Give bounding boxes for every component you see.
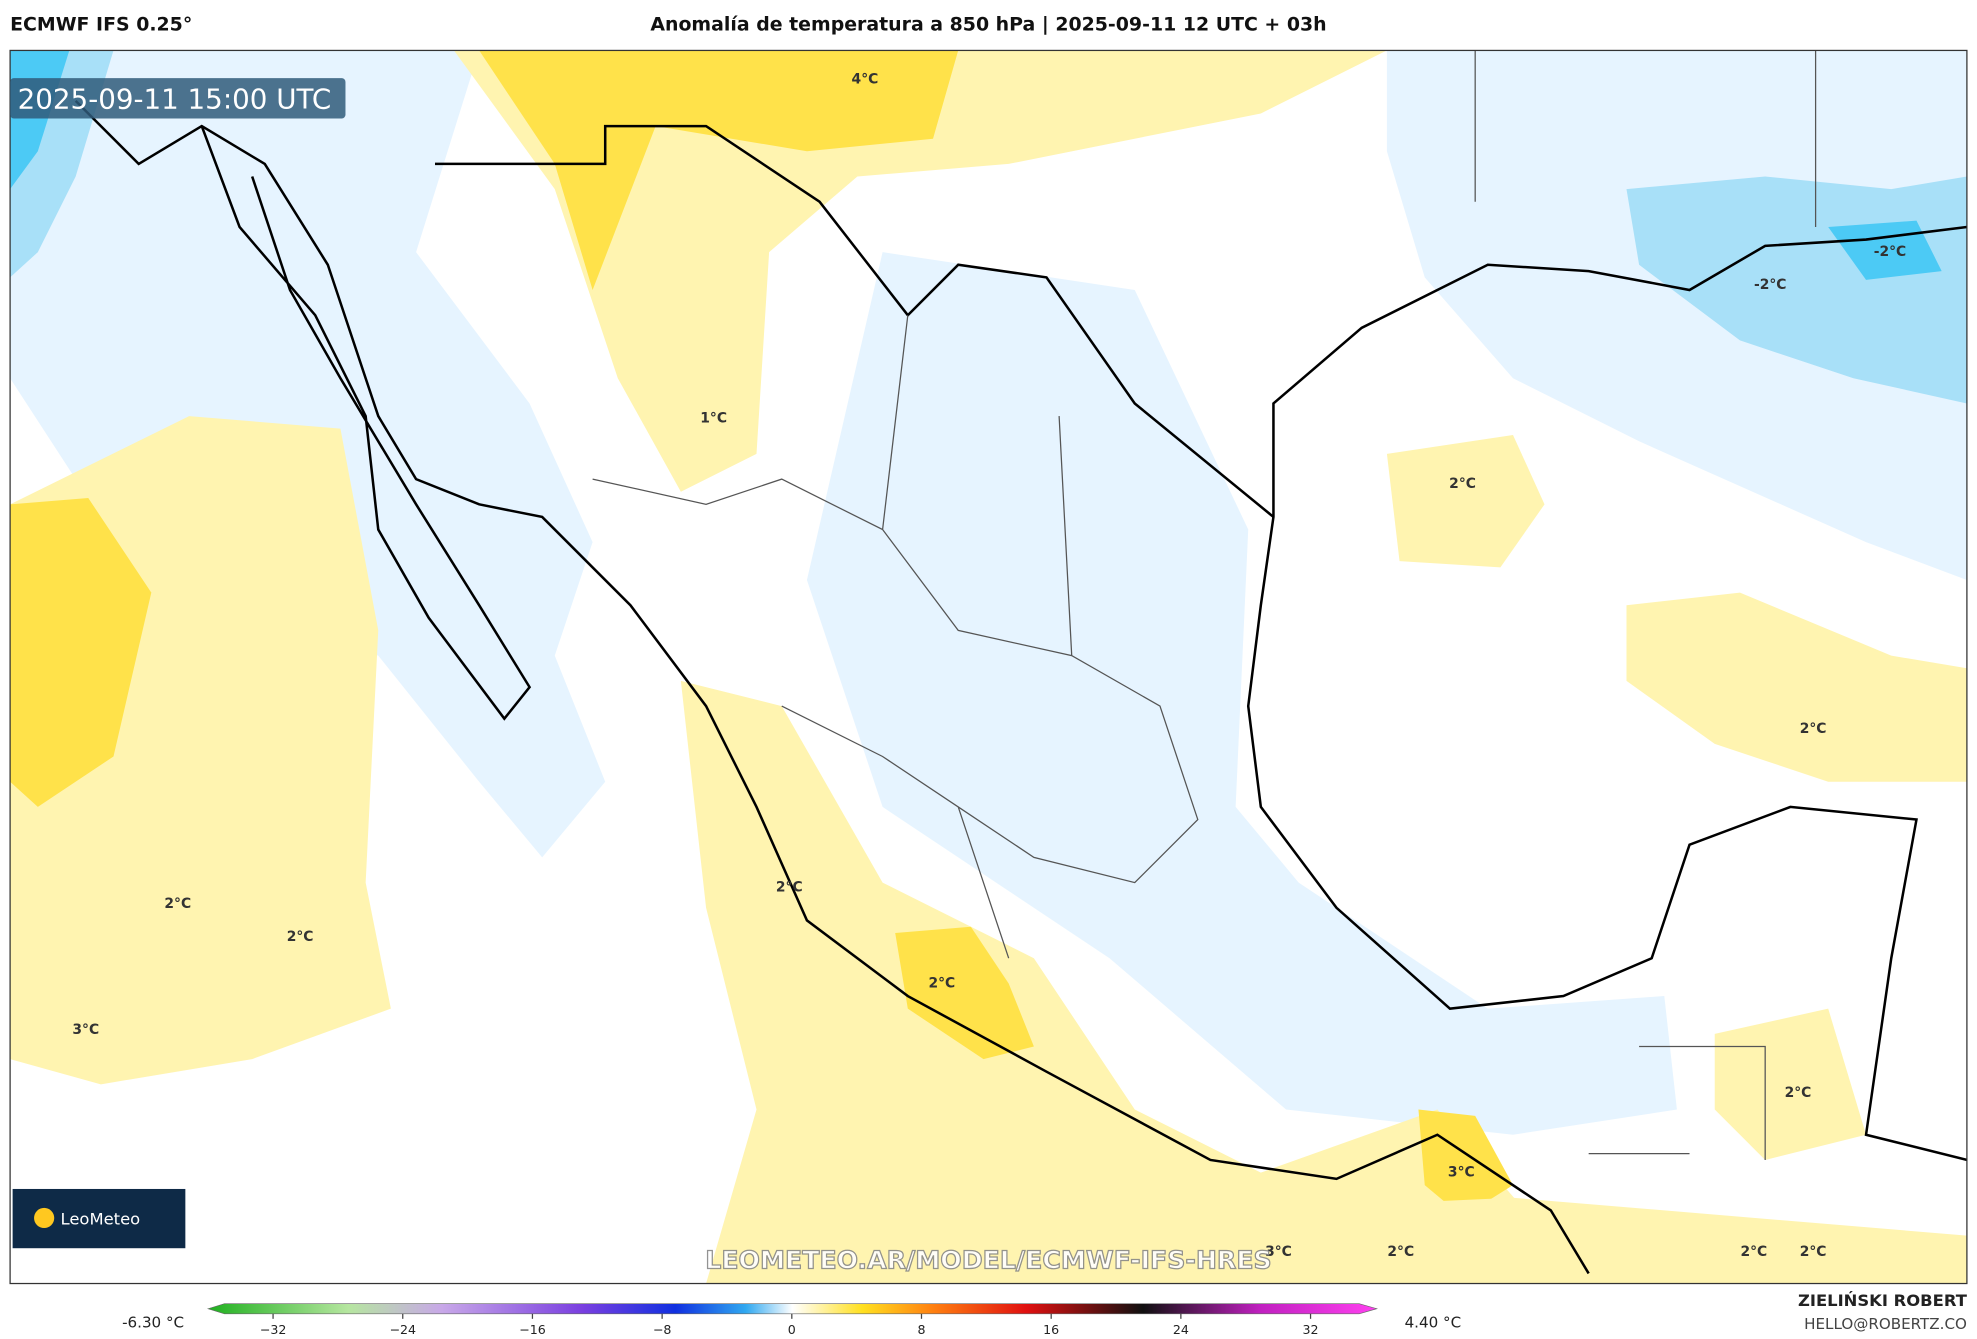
colorbar-tick-label: 16	[1043, 1322, 1059, 1337]
colorbar-bar	[206, 1303, 1378, 1315]
colorbar: -6.30 °C 4.40 °C −32 −24 −16 −8 0 8 16 24 32	[122, 1303, 1462, 1337]
watermark: LEOMETEO.AR/MODEL/ECMWF-IFS-HRES	[705, 1245, 1271, 1274]
map-frame	[9, 49, 1968, 1285]
contour-label: 1°C	[700, 411, 727, 427]
timestamp: 2025-09-11 15:00 UTC	[18, 82, 332, 115]
contour-label: 2°C	[1387, 1244, 1414, 1260]
warm-area	[1418, 1109, 1514, 1217]
warm-area	[680, 680, 1589, 1284]
warm-area	[895, 926, 1034, 1060]
colorbar-tick-label: 32	[1303, 1322, 1319, 1337]
coastline	[74, 99, 1590, 1275]
warm-area	[10, 498, 152, 807]
state-border	[592, 50, 1817, 1160]
contour-label: 4°C	[852, 71, 879, 87]
warm-area	[453, 50, 1387, 492]
contour-label: -2°C	[1874, 244, 1907, 260]
colorbar-tick-label: −8	[653, 1322, 672, 1337]
contour-label: 2°C	[928, 975, 955, 991]
contour-labels: 4°C 1°C 2°C -2°C -2°C 2°C 2°C 2°C 3°C 2°C 2°C 2°C 3°…	[72, 71, 1906, 1260]
contour-label: 2°C	[164, 896, 191, 912]
coastline	[1246, 225, 1967, 1162]
colorbar-max: 4.40 °C	[1405, 1314, 1462, 1332]
colorbar-tick-label: 24	[1173, 1322, 1189, 1337]
contour-label: -2°C	[1754, 277, 1787, 293]
warm-area	[1626, 592, 1967, 782]
contour-label: 2°C	[287, 929, 314, 945]
logo-sun	[34, 1207, 55, 1229]
colorbar-tick-label: −24	[389, 1322, 416, 1337]
credit-email: HELLO@ROBERTZ.CO	[1804, 1315, 1967, 1333]
colorbar-tick-label: 8	[917, 1322, 925, 1337]
colorbar-tick-label: −16	[519, 1322, 546, 1337]
border	[434, 124, 1275, 518]
contour-label: 2°C	[1800, 1244, 1827, 1260]
contour-label: 2°C	[1800, 721, 1827, 737]
logo: LeoMeteo	[61, 1209, 141, 1228]
contour-label: 2°C	[776, 880, 803, 896]
title: Anomalía de temperatura a 850 hPa | 2025…	[650, 13, 1326, 35]
contour-label: 3°C	[1265, 1244, 1292, 1260]
cool-area	[806, 252, 1677, 1135]
timestamp-box	[10, 78, 346, 119]
contour-label: 2°C	[1740, 1244, 1767, 1260]
colorbar-min: -6.30 °C	[122, 1314, 184, 1332]
contour-label: 3°C	[1448, 1165, 1475, 1181]
warm-area	[1386, 434, 1545, 568]
contour-label: 3°C	[72, 1022, 99, 1038]
contour-label: 2°C	[1785, 1085, 1812, 1101]
colorbar-tick-label: 0	[788, 1322, 796, 1337]
warm-area	[479, 50, 959, 290]
contour-label: 2°C	[1449, 476, 1476, 492]
model-name: ECMWF IFS 0.25°	[10, 13, 192, 35]
map: 4°C 1°C 2°C -2°C -2°C 2°C 2°C 2°C 3°C 2°C 2°C 2°C 3°…	[10, 50, 1967, 1284]
colorbar-tick-label: −32	[260, 1322, 287, 1337]
coastline	[200, 125, 532, 721]
warm-area	[1210, 1197, 1967, 1284]
cool-area	[1828, 220, 1942, 280]
credit-author: ZIELIŃSKI ROBERT	[1798, 1291, 1968, 1310]
